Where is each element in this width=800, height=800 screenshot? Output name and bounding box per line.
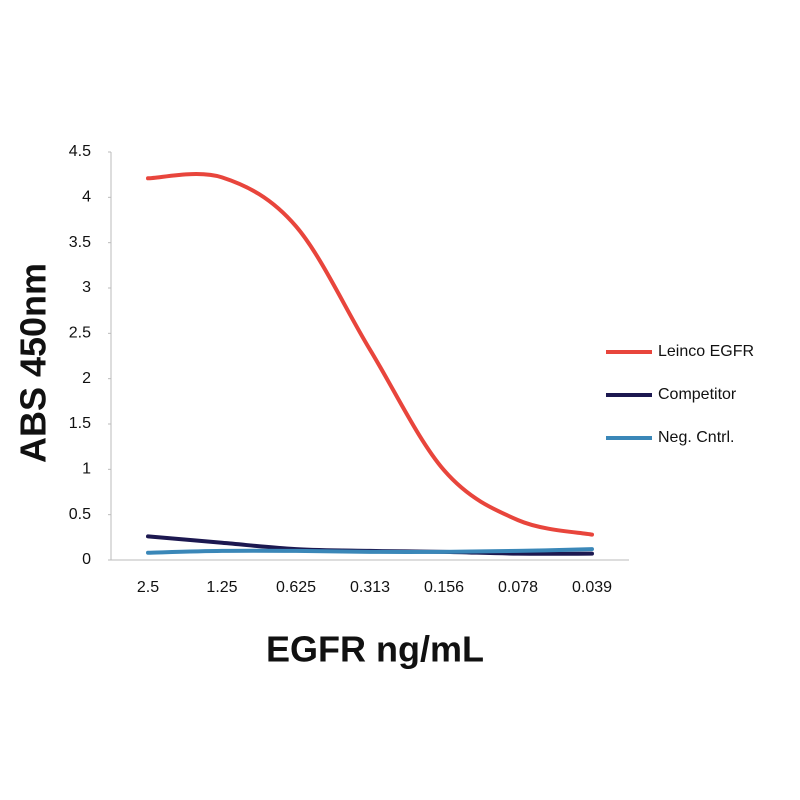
y-tick-label: 1 <box>82 461 91 478</box>
y-tick-label: 4 <box>82 189 91 206</box>
line-series <box>146 172 594 537</box>
x-tick-label: 0.313 <box>350 579 390 596</box>
x-tick-label: 0.625 <box>276 579 316 596</box>
line-series <box>146 547 594 555</box>
x-tick-label: 2.5 <box>137 579 159 596</box>
x-tick-label: 0.039 <box>572 579 612 596</box>
legend-label: Neg. Cntrl. <box>658 429 734 446</box>
y-tick-label: 3 <box>82 279 91 296</box>
legend-label: Competitor <box>658 386 737 403</box>
y-tick-label: 0.5 <box>69 506 91 523</box>
y-tick-label: 1.5 <box>69 415 91 432</box>
x-tick-label: 0.078 <box>498 579 538 596</box>
legend-label: Leinco EGFR <box>658 343 754 360</box>
y-tick-label: 2 <box>82 370 91 387</box>
x-axis-title: EGFR ng/mL <box>266 629 484 670</box>
y-tick-label: 0 <box>82 551 91 568</box>
y-tick-label: 4.5 <box>69 143 91 160</box>
x-tick-label: 1.25 <box>206 579 237 596</box>
y-tick-label: 2.5 <box>69 325 91 342</box>
y-axis-title: ABS 450nm <box>13 263 54 463</box>
y-tick-label: 3.5 <box>69 234 91 251</box>
x-tick-label: 0.156 <box>424 579 464 596</box>
